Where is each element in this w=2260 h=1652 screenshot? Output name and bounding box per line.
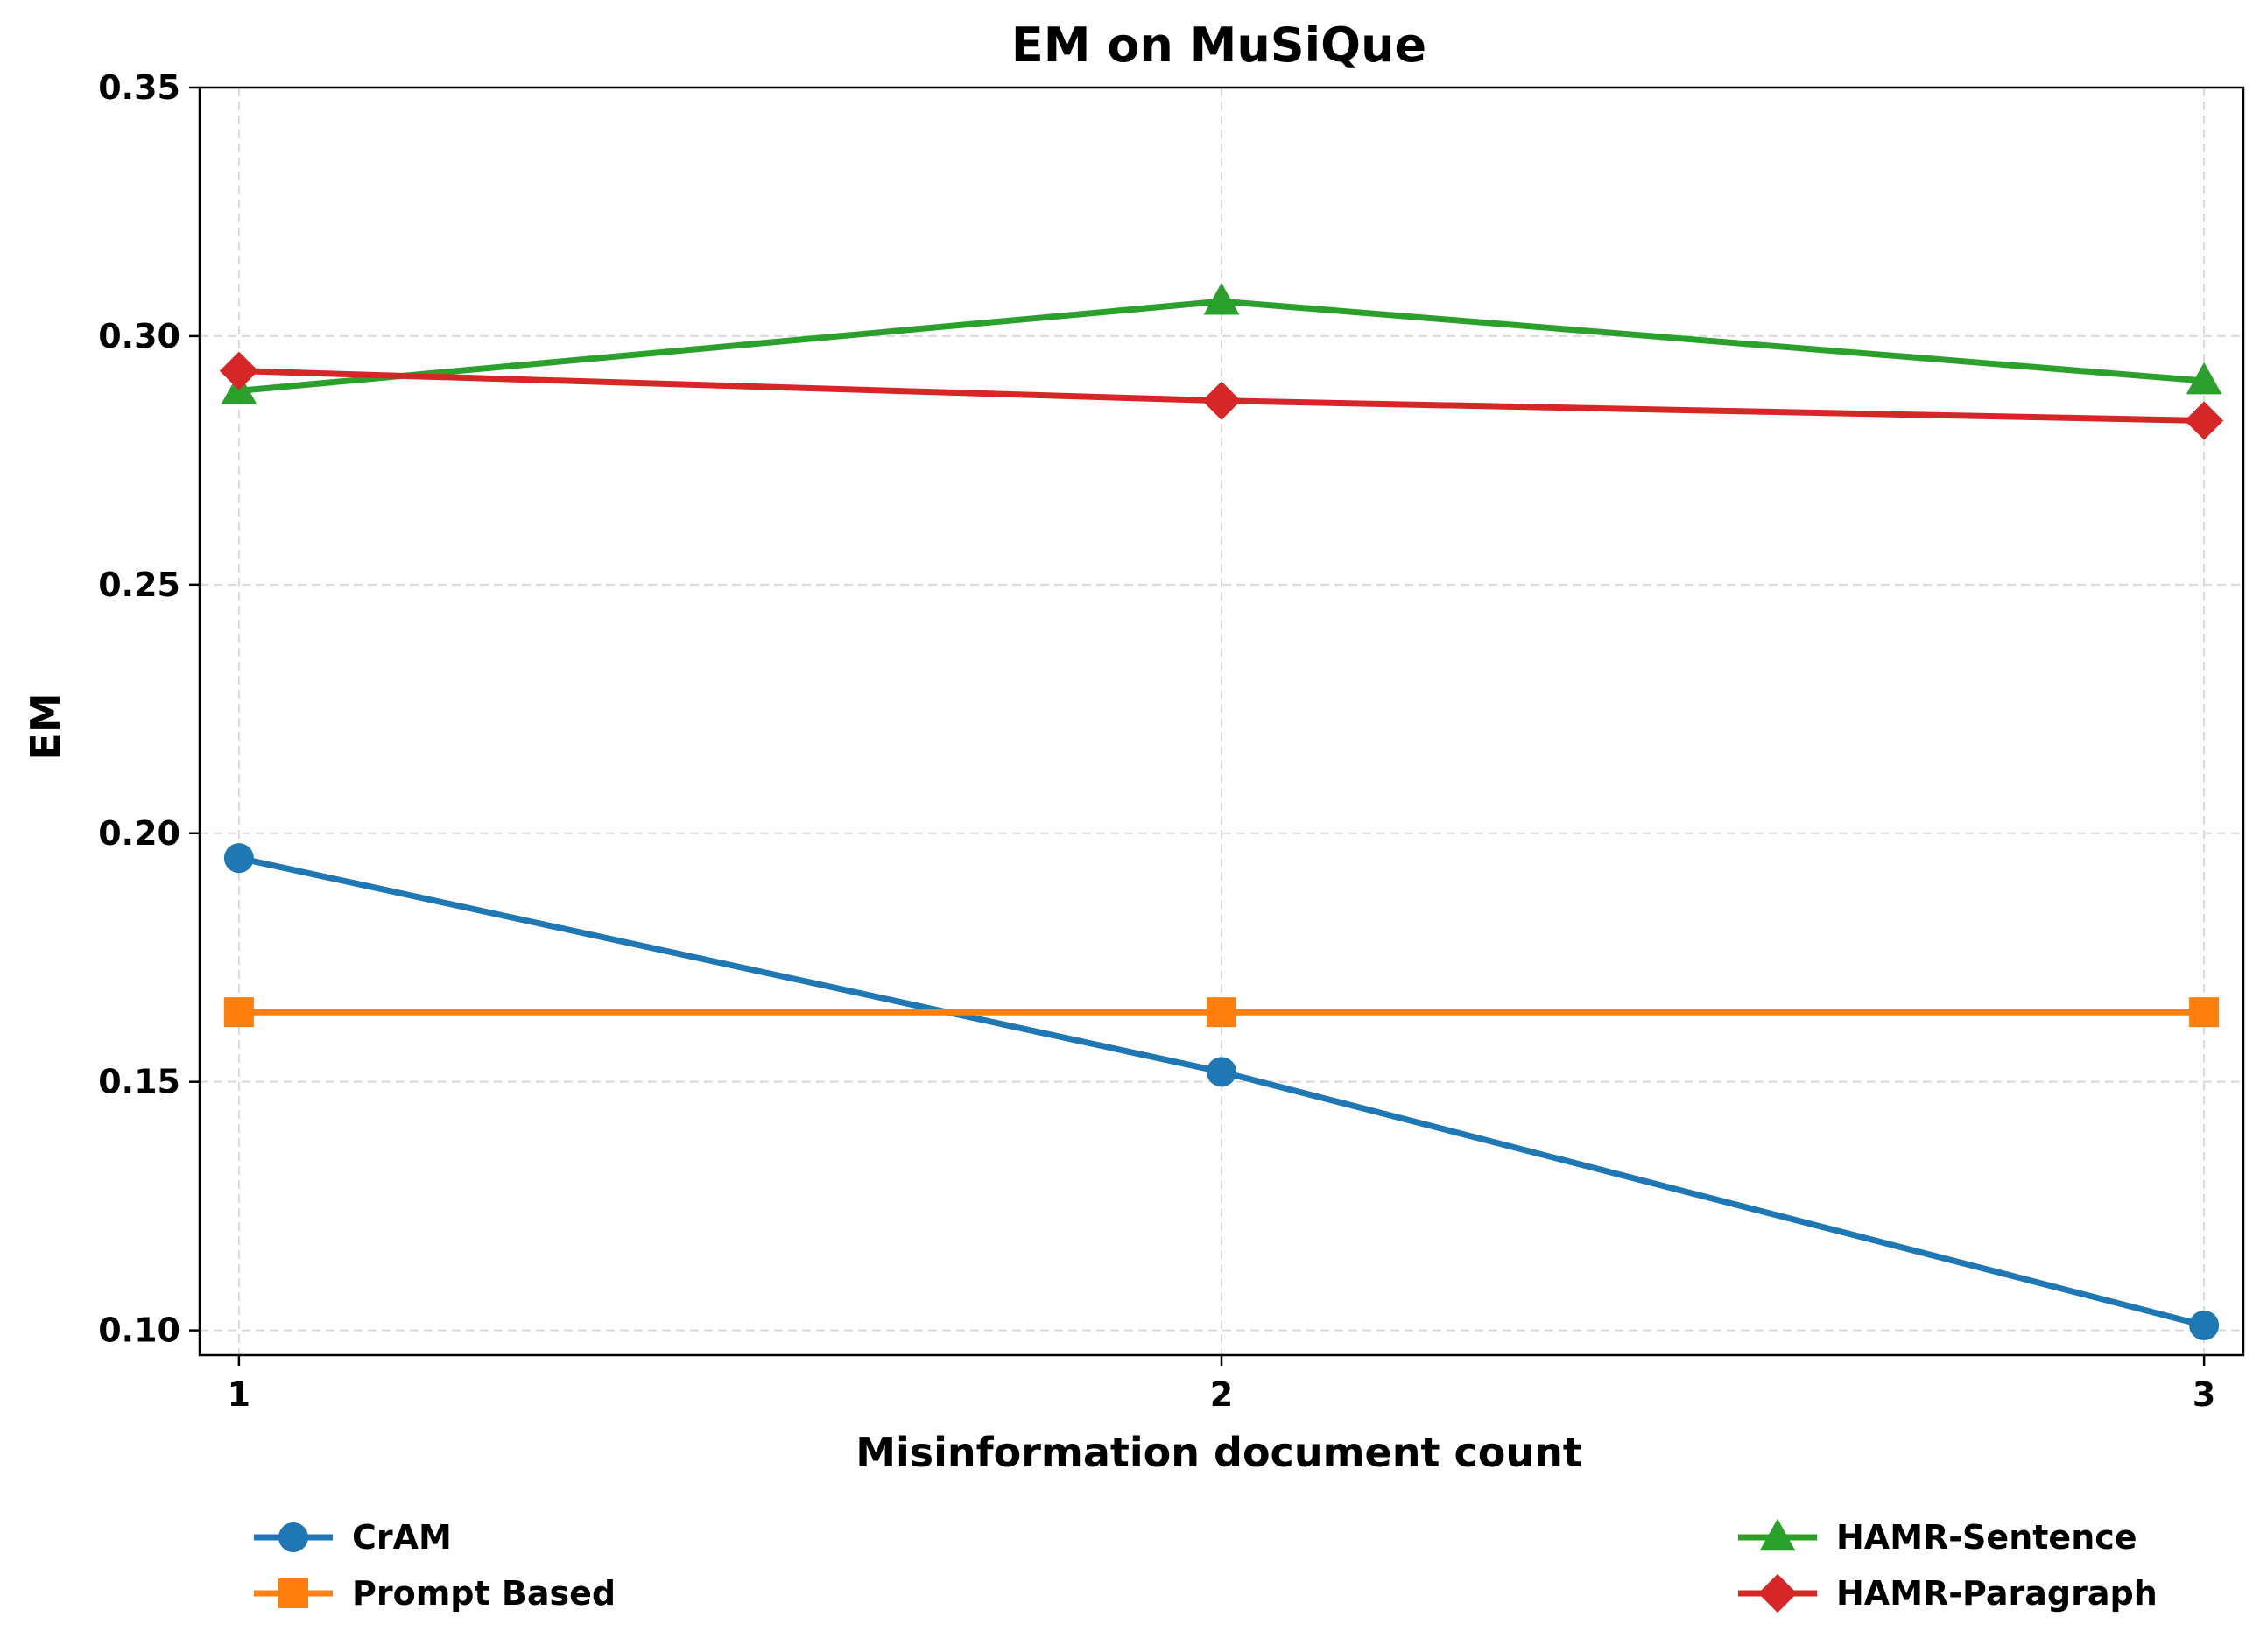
series-hamr-paragraph	[219, 351, 2224, 440]
y-tick-label: 0.10	[98, 1311, 180, 1350]
legend-marker-hamr-paragraph	[1757, 1573, 1798, 1613]
axes: 1 2 3 0.10 0.15 0.20 0.25 0.30 0.35	[98, 68, 2215, 1414]
data-point-cram	[2189, 1310, 2220, 1340]
y-tick-label: 0.25	[98, 566, 180, 604]
legend-item-cram: CrAM	[254, 1518, 452, 1557]
data-point-cram	[1207, 1057, 1236, 1087]
legend-item-prompt-based: Prompt Based	[254, 1574, 616, 1613]
legend-marker-hamr-sentence	[1759, 1518, 1796, 1551]
y-tick-label: 0.30	[98, 317, 180, 355]
x-tick-label: 1	[228, 1375, 250, 1414]
legend-label-hamr-paragraph: HAMR-Paragraph	[1836, 1574, 2158, 1613]
legend-marker-cram	[278, 1522, 308, 1552]
x-tick-label: 2	[1210, 1375, 1233, 1414]
legend-item-hamr-sentence: HAMR-Sentence	[1738, 1518, 2137, 1557]
series-lines	[219, 282, 2224, 1340]
data-point-cram	[223, 843, 254, 874]
series-prompt-based	[223, 997, 2220, 1028]
y-tick-label: 0.35	[98, 68, 180, 107]
legend-label-cram: CrAM	[352, 1518, 452, 1557]
legend-marker-prompt-based	[278, 1578, 308, 1608]
series-cram	[223, 843, 2220, 1340]
legend-label-hamr-sentence: HAMR-Sentence	[1836, 1518, 2137, 1557]
chart-title: EM on MuSiQue	[1011, 18, 1426, 73]
data-point-hamr-paragraph	[219, 351, 258, 390]
legend-label-prompt-based: Prompt Based	[352, 1574, 616, 1613]
data-point-hamr-sentence	[1203, 282, 1240, 315]
y-axis-label: EM	[22, 692, 69, 760]
data-point-hamr-paragraph	[2185, 401, 2224, 440]
legend: CrAM Prompt Based HAMR-Sentence HAMR-Paragr…	[254, 1518, 2158, 1613]
x-tick-label: 3	[2193, 1375, 2215, 1414]
legend-item-hamr-paragraph: HAMR-Paragraph	[1738, 1573, 2158, 1613]
data-point-hamr-sentence	[2186, 362, 2222, 395]
x-axis-label: Misinformation document count	[855, 1429, 1582, 1476]
data-point-prompt-based	[2189, 997, 2220, 1028]
y-tick-label: 0.15	[98, 1063, 180, 1101]
data-point-prompt-based	[223, 997, 254, 1028]
data-point-prompt-based	[1207, 997, 1236, 1028]
data-point-hamr-paragraph	[1201, 381, 1242, 420]
y-tick-label: 0.20	[98, 814, 180, 853]
